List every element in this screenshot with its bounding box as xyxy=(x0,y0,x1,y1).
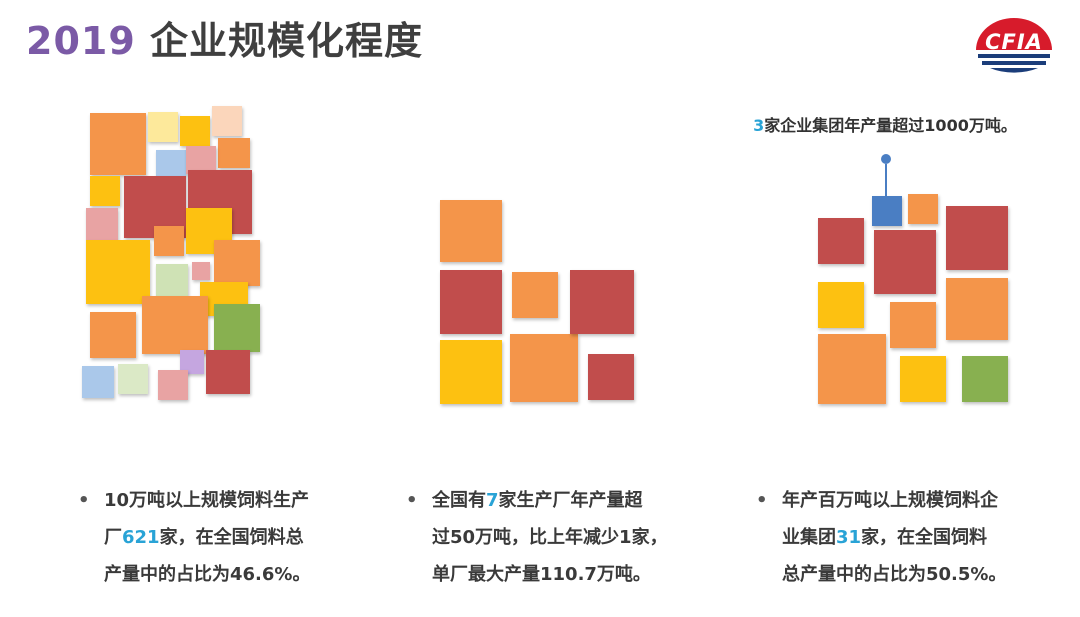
square xyxy=(212,106,242,136)
square xyxy=(946,206,1008,270)
caption-middle: • 全国有7家生产厂年产量超 过50万吨，比上年减少1家， 单厂最大产量110.… xyxy=(406,482,722,593)
square xyxy=(90,312,136,358)
square xyxy=(890,302,936,348)
square xyxy=(118,364,148,394)
square xyxy=(156,150,186,176)
caption-right: • 年产百万吨以上规模饲料企 业集团31家，在全国饲料 总产量中的占比为50.5… xyxy=(756,482,1072,593)
square xyxy=(82,366,114,398)
caption-left: • 10万吨以上规模饲料生产 厂621家，在全国饲料总 产量中的占比为46.6%… xyxy=(78,482,394,593)
bullet: • xyxy=(406,490,418,511)
square xyxy=(148,112,178,142)
square xyxy=(570,270,634,334)
caption-line: 年产百万吨以上规模饲料企 xyxy=(782,490,998,511)
note-text: 家企业集团年产量超过1000万吨。 xyxy=(764,116,1017,135)
note-number: 3 xyxy=(753,116,765,135)
caption-text: 家，在全国饲料总 xyxy=(159,527,304,548)
square xyxy=(440,270,502,334)
caption-line: 10万吨以上规模饲料生产 xyxy=(104,490,310,511)
square xyxy=(908,194,938,224)
square xyxy=(818,334,886,404)
square xyxy=(214,304,260,352)
square xyxy=(512,272,558,318)
square xyxy=(158,370,188,400)
square xyxy=(142,296,208,354)
cfia-logo-icon: CFIA xyxy=(976,18,1052,73)
pin-connector-icon xyxy=(881,154,891,198)
caption-text: 业集团 xyxy=(782,527,836,548)
caption-number: 31 xyxy=(836,527,862,548)
caption-line: 厂621家，在全国饲料总 xyxy=(104,519,394,556)
square xyxy=(186,146,216,174)
square xyxy=(154,226,184,256)
square xyxy=(440,200,502,262)
caption-text: 厂 xyxy=(104,527,122,548)
caption-text: 家，在全国饲料 xyxy=(861,527,988,548)
square xyxy=(180,116,210,146)
caption-line: 单厂最大产量110.7万吨。 xyxy=(432,564,651,585)
square xyxy=(90,113,146,175)
caption-line: 产量中的占比为46.6%。 xyxy=(104,564,311,585)
square xyxy=(874,230,936,294)
square xyxy=(588,354,634,400)
square-highlight xyxy=(872,196,902,226)
square xyxy=(86,240,150,304)
caption-line: 总产量中的占比为50.5%。 xyxy=(782,564,1007,585)
title-text: 企业规模化程度 xyxy=(150,19,424,63)
page-title: 2019 企业规模化程度 xyxy=(26,10,423,65)
square xyxy=(156,264,188,296)
square xyxy=(218,138,250,168)
square xyxy=(206,350,250,394)
caption-line: 全国有7家生产厂年产量超 xyxy=(432,482,722,519)
square xyxy=(946,278,1008,340)
square xyxy=(440,340,502,404)
square xyxy=(90,176,120,206)
logo-text: CFIA xyxy=(985,30,1043,54)
group-note: 3家企业集团年产量超过1000万吨。 xyxy=(700,112,1070,136)
caption-line: 过50万吨，比上年减少1家， xyxy=(432,527,668,548)
square xyxy=(818,282,864,328)
square xyxy=(818,218,864,264)
square xyxy=(86,208,118,240)
title-year: 2019 xyxy=(26,19,136,63)
caption-text: 家生产厂年产量超 xyxy=(498,490,643,511)
square xyxy=(192,262,210,280)
square xyxy=(962,356,1008,402)
square xyxy=(510,334,578,402)
square xyxy=(900,356,946,402)
bullet: • xyxy=(78,490,90,511)
bullet: • xyxy=(756,490,768,511)
square xyxy=(214,240,260,286)
caption-line: 业集团31家，在全国饲料 xyxy=(782,519,1072,556)
caption-text: 全国有 xyxy=(432,490,486,511)
caption-number: 7 xyxy=(486,490,499,511)
caption-number: 621 xyxy=(122,527,160,548)
